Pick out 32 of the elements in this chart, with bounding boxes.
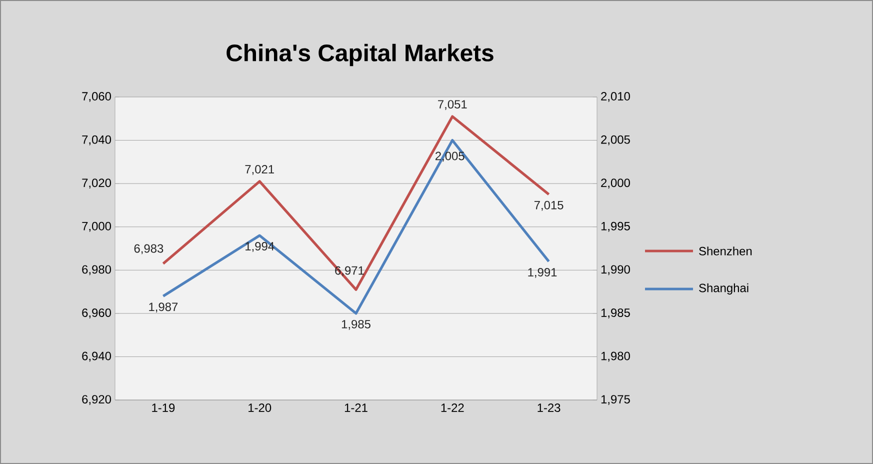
data-label: 1,991: [528, 268, 557, 278]
y-tick-label: 6,940: [82, 352, 112, 362]
y2-tick-label: 1,995: [601, 222, 630, 232]
y2-tick-label: 1,980: [601, 352, 630, 362]
x-tick-label: 1-22: [441, 404, 464, 412]
y2-tick-label: 2,005: [601, 135, 630, 146]
legend-label: Shanghai: [699, 283, 748, 295]
y-tick-label: 7,040: [82, 135, 112, 146]
chart-title: China's Capital Markets: [226, 44, 494, 66]
y-tick-label: 7,000: [82, 222, 112, 232]
x-tick-label: 1-23: [538, 404, 560, 412]
y2-tick-label: 1,990: [601, 265, 630, 276]
x-tick-label: 1-21: [344, 404, 368, 412]
data-label: 6,983: [134, 244, 164, 254]
data-label: 7,015: [534, 200, 564, 211]
y-tick-label: 7,060: [82, 92, 112, 102]
y-tick-label: 6,920: [82, 395, 112, 405]
data-label: 7,021: [245, 165, 274, 175]
x-tick-label: 1-19: [152, 404, 175, 412]
data-label: 7,051: [438, 100, 467, 110]
y-tick-label: 7,020: [82, 178, 112, 189]
x-tick-label: 1-20: [248, 404, 272, 412]
data-label: 1,985: [342, 320, 370, 330]
data-label: 1,987: [149, 302, 178, 312]
legend-label: Shenzhen: [699, 246, 752, 256]
y2-tick-label: 1,975: [601, 395, 630, 405]
y2-tick-label: 2,000: [601, 178, 630, 189]
y2-tick-label: 2,010: [601, 92, 630, 102]
y2-tick-label: 1,985: [601, 308, 630, 318]
y-tick-label: 6,980: [82, 265, 112, 276]
y-tick-label: 6,960: [82, 308, 112, 318]
data-label: 1,994: [246, 242, 274, 252]
